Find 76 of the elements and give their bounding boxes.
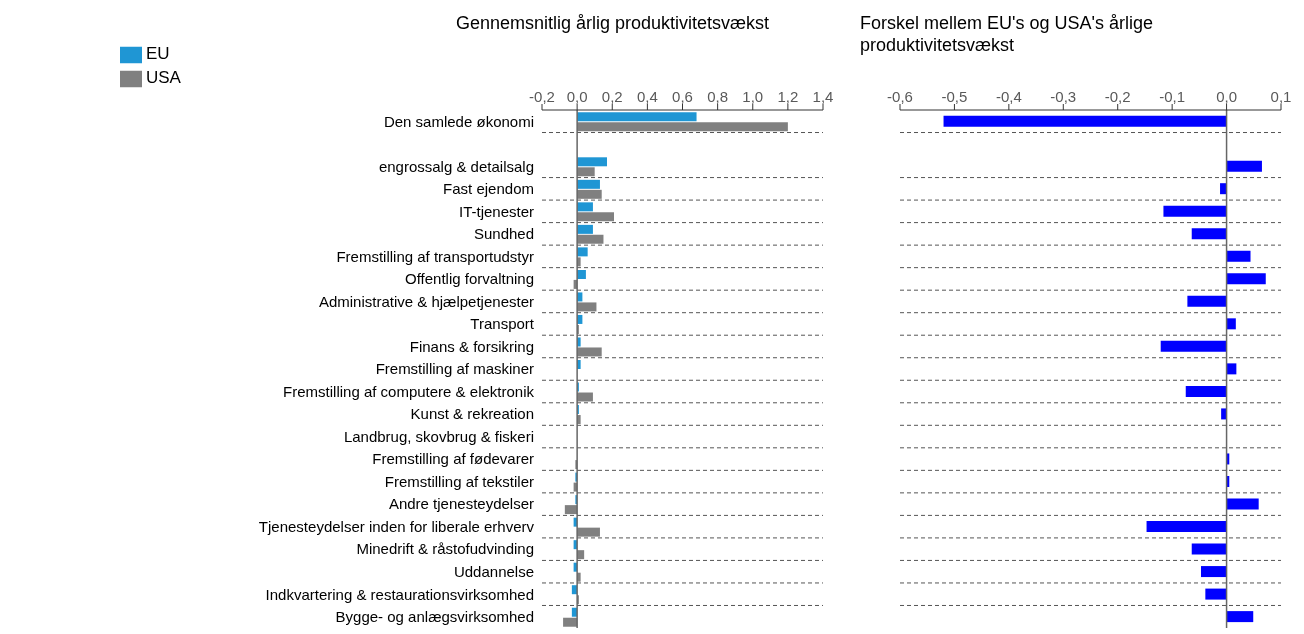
bar: [577, 247, 588, 257]
x-tick-label: 1,2: [777, 88, 799, 105]
y-tick-label: Fremstilling af transportudstyr: [336, 247, 534, 265]
y-tick-label: Den samlede økonomi: [383, 112, 534, 130]
bar: [1226, 498, 1259, 510]
bar: [1160, 340, 1227, 352]
x-tick-label: -0,1: [1159, 88, 1186, 105]
y-tick-label: Fremstilling af maskiner: [375, 360, 534, 378]
y-tick-label: Finans & forsikring: [409, 337, 534, 355]
y-tick-label: Landbrug, skovbrug & fiskeri: [343, 427, 534, 445]
bar: [1191, 228, 1227, 240]
bar: [1205, 588, 1227, 600]
chart-title: Forskel mellem EU's og USA's årlige produktivitetsvækst: [860, 12, 1154, 56]
x-tick-label: 0,6: [672, 88, 693, 105]
x-tick-label: -0,2: [1104, 88, 1131, 105]
bar: [577, 224, 593, 234]
x-tick-label: 0,2: [601, 88, 623, 105]
y-tick-label: Kunst & rekreation: [410, 405, 534, 423]
y-tick-label: IT-tjenester: [458, 202, 534, 220]
y-tick-label: Transport: [470, 315, 535, 333]
bar: [577, 527, 600, 537]
y-tick-label: Bygge- og anlægsvirksomhed: [335, 608, 534, 626]
x-tick-label: 0,4: [636, 88, 658, 105]
x-tick-label: -0,3: [1050, 88, 1077, 105]
y-tick-label: Administrative & hjælpetjenester: [318, 292, 534, 310]
x-tick-label: -0,6: [887, 88, 913, 105]
bar: [577, 392, 593, 402]
bar: [1185, 385, 1227, 397]
bar: [577, 189, 602, 199]
bar: [577, 157, 607, 167]
bar: [1226, 250, 1251, 262]
bar: [577, 347, 602, 357]
y-tick-label: Minedrift & råstofudvinding: [356, 540, 534, 558]
y-tick-label: Tjenesteydelser inden for liberale erhverv: [258, 517, 535, 535]
bar: [577, 167, 595, 177]
x-tick-label: 1,0: [742, 88, 764, 105]
x-tick-label: 0,1: [1270, 88, 1292, 105]
bar: [1163, 205, 1227, 217]
x-tick-label: 0,0: [1216, 88, 1237, 105]
y-tick-label: Indkvartering & restaurationsvirksomhed: [265, 585, 534, 603]
y-tick-label: Uddannelse: [453, 563, 534, 581]
y-tick-label: Sundhed: [473, 225, 534, 243]
y-tick-label: Offentlig forvaltning: [405, 270, 534, 288]
y-tick-label: Fremstilling af fødevarer: [372, 450, 534, 468]
bar: [577, 122, 788, 132]
bar: [577, 112, 697, 122]
y-tick-label: Fast ejendom: [443, 180, 534, 198]
x-tick-label: 0,0: [566, 88, 588, 105]
chart-title: Gennemsnitlig årlig produktivitetsvækst: [454, 12, 771, 34]
y-tick-label: engrossalg & detailsalg: [378, 157, 534, 175]
bar: [577, 234, 604, 244]
x-tick-label: -0,4: [995, 88, 1022, 105]
x-tick-label: -0,5: [941, 88, 968, 105]
bar: [1200, 566, 1227, 578]
bar: [1226, 160, 1262, 172]
bar: [1226, 273, 1266, 285]
bar: [577, 212, 615, 222]
bar: [1226, 611, 1254, 623]
y-tick-label: Fremstilling af tekstiler: [384, 472, 534, 490]
legend-label: USA: [146, 68, 181, 87]
bar: [1187, 295, 1227, 307]
bar: [577, 202, 593, 212]
legend-label: EU: [146, 44, 170, 63]
bar: [1226, 318, 1236, 330]
x-tick-label: -0,2: [529, 88, 555, 105]
bar: [943, 115, 1227, 127]
bar: [1146, 521, 1227, 533]
bar: [577, 179, 600, 189]
y-tick-label: Andre tjenesteydelser: [388, 495, 534, 513]
bar: [1226, 363, 1237, 375]
bar: [563, 617, 578, 627]
bar: [577, 302, 597, 312]
x-tick-label: 1,4: [812, 88, 834, 105]
y-tick-label: Fremstilling af computere & elektronik: [283, 382, 535, 400]
bar: [1191, 543, 1227, 555]
x-tick-label: 0,8: [707, 88, 729, 105]
